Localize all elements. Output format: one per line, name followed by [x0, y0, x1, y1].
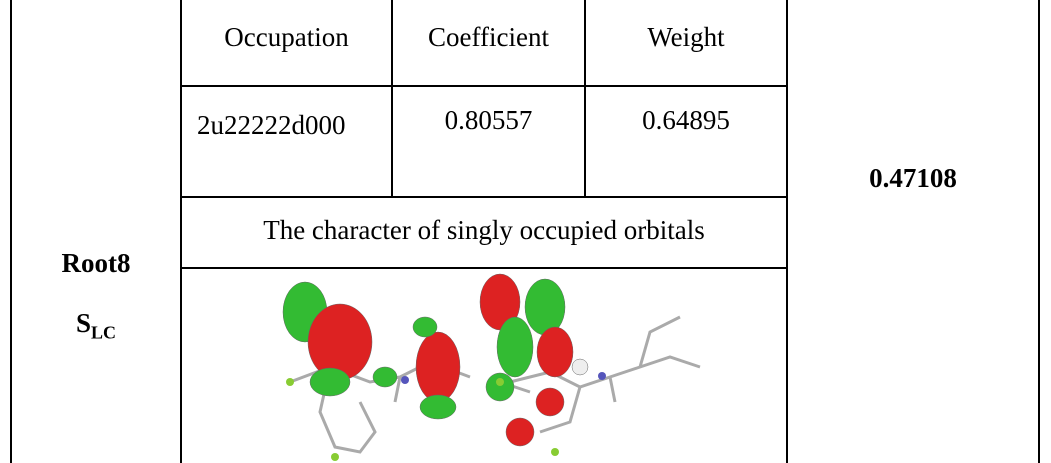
- total: 0.47108: [788, 163, 1038, 194]
- occupation: 2u22222d000: [197, 105, 377, 145]
- header-cell: Coefficient: [393, 22, 584, 53]
- border: [10, 0, 12, 463]
- coefficient: 0.80557: [393, 105, 584, 136]
- header-cell: Occupation: [182, 22, 391, 53]
- border: [180, 267, 787, 269]
- border: [180, 85, 787, 87]
- border: [180, 196, 787, 198]
- header-cell: Weight: [586, 22, 786, 53]
- border: [1038, 0, 1040, 463]
- caption: The character of singly occupied orbital…: [182, 215, 786, 246]
- row-label: Root8: [12, 248, 180, 279]
- orbital-image: [250, 272, 720, 462]
- state-sub: LC: [91, 322, 116, 342]
- state-main: S: [76, 308, 91, 338]
- weight: 0.64895: [586, 105, 786, 136]
- border: [786, 0, 788, 463]
- state-label: SLC: [12, 308, 180, 343]
- page: Root8 SLC Occupation Coefficient Weight …: [0, 0, 1051, 463]
